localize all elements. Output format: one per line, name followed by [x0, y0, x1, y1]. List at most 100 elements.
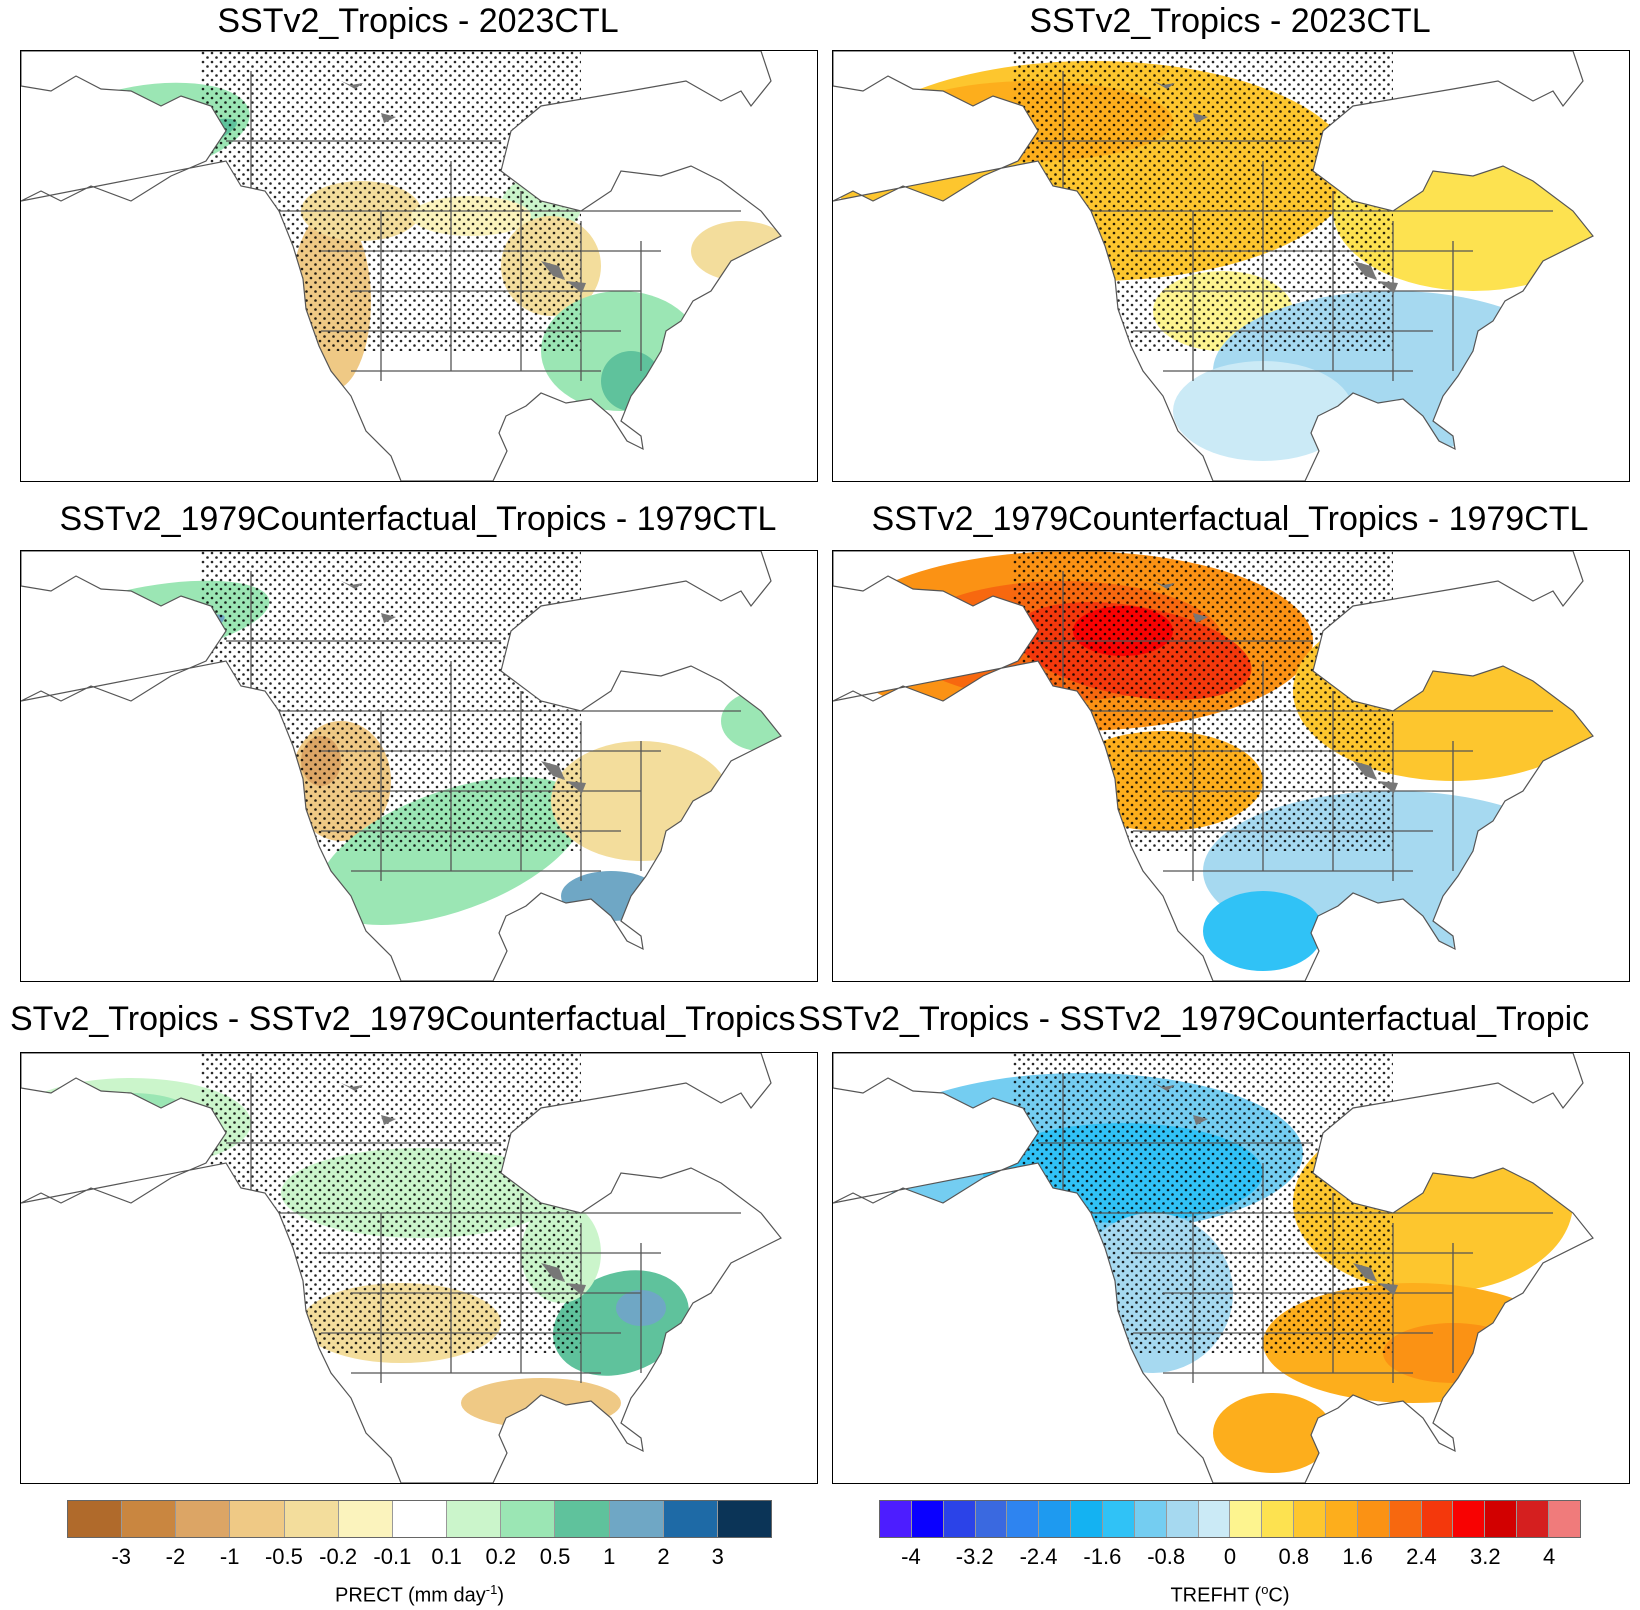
- map-temp-2023-minus-ctl: [832, 50, 1630, 482]
- temp-swatch-14: [1326, 1501, 1358, 1537]
- temp-swatch-7: [1103, 1501, 1135, 1537]
- coastline: [833, 51, 1594, 481]
- temp-swatch-3: [975, 1501, 1008, 1537]
- temp-swatch-2: [943, 1501, 976, 1537]
- temp-label-text: TREFHT (: [1170, 1584, 1262, 1607]
- precip-swatch-12: [717, 1501, 772, 1537]
- temp-tick-label: -1.6: [1083, 1544, 1122, 1569]
- political-boundaries: [226, 1073, 741, 1383]
- precip-colorbar-label: PRECT (mm day-1): [67, 1582, 772, 1608]
- map-svg: [833, 1053, 1594, 1483]
- temp-swatch-18: [1453, 1501, 1486, 1537]
- precip-swatch-11: [663, 1501, 718, 1537]
- political-boundaries: [1038, 71, 1553, 381]
- temp-swatch-9: [1166, 1501, 1199, 1537]
- precip-wet-gulf: [561, 871, 661, 921]
- temp-swatch-1: [911, 1501, 944, 1537]
- temp-swatch-19: [1485, 1501, 1518, 1537]
- coastline: [833, 551, 1594, 981]
- map-precip-1979-minus-ctl: [20, 550, 818, 982]
- precip-wet-interior: [71, 1093, 191, 1133]
- political-boundaries: [1038, 1073, 1553, 1383]
- temp-tick-label: 0.8: [1278, 1544, 1310, 1569]
- significance-stipple: [201, 1053, 581, 1353]
- precip-colorbar-swatches: [67, 1500, 772, 1538]
- panel-title-precip-difference: STv2_Tropics - SSTv2_1979Counterfactual_…: [10, 1000, 796, 1038]
- precip-label-sup: -1: [485, 1582, 498, 1597]
- temp-tick-label: 3.2: [1469, 1544, 1501, 1569]
- temp-swatch-5: [1039, 1501, 1072, 1537]
- significance-stipple: [1013, 551, 1393, 851]
- temp-swatch-20: [1517, 1501, 1550, 1537]
- precip-colorbar-ticks: -3 -2 -1 -0.5 -0.2 -0.1 0.1 0.2 0.5 1 2 3: [67, 1538, 772, 1572]
- temp-cold-mexico: [1203, 891, 1323, 971]
- temp-colorbar-ticks: -4 -3.2 -2.4 -1.6 -0.8 0 0.8 1.6 2.4 3.2 4: [879, 1538, 1581, 1572]
- temp-swatch-4: [1007, 1501, 1040, 1537]
- temp-tick-label: -3.2: [955, 1544, 994, 1569]
- temp-swatch-21: [1549, 1501, 1580, 1537]
- temp-label-sup: o: [1261, 1582, 1269, 1597]
- panel-title-temp-1979: SSTv2_1979Counterfactual_Tropics - 1979C…: [871, 500, 1589, 538]
- temp-tick-label: 1.6: [1342, 1544, 1373, 1569]
- map-temp-difference: [832, 1052, 1630, 1484]
- map-precip-2023-minus-ctl: [20, 50, 818, 482]
- temp-swatch-12: [1262, 1501, 1295, 1537]
- coastline: [833, 1053, 1594, 1483]
- temp-colorbar: -4 -3.2 -2.4 -1.6 -0.8 0 0.8 1.6 2.4 3.2 4: [879, 1500, 1581, 1572]
- temp-swatch-8: [1134, 1501, 1167, 1537]
- coastline: [21, 551, 782, 981]
- precip-tick-label: 2: [657, 1544, 670, 1569]
- precip-tick-label: -0.2: [319, 1544, 358, 1569]
- precip-tick-label: -2: [165, 1544, 186, 1569]
- map-svg: [21, 551, 782, 981]
- precip-swatch-7: [447, 1501, 502, 1537]
- panel-title-precip-1979: SSTv2_1979Counterfactual_Tropics - 1979C…: [59, 500, 777, 538]
- coastline: [21, 51, 782, 481]
- precip-tick-label: 1: [603, 1544, 616, 1569]
- precip-tick-label: 0.5: [539, 1544, 571, 1569]
- temp-colorbar-label: TREFHT (oC): [879, 1582, 1581, 1608]
- temp-swatch-15: [1357, 1501, 1390, 1537]
- precip-tick-label: 0.1: [431, 1544, 462, 1569]
- temp-swatch-10: [1198, 1501, 1231, 1537]
- political-boundaries: [1038, 571, 1553, 881]
- precip-swatch-8: [501, 1501, 556, 1537]
- map-precip-difference: [20, 1052, 818, 1484]
- temp-tick-label: -2.4: [1019, 1544, 1058, 1569]
- panel-title-precip-2023: SSTv2_Tropics - 2023CTL: [217, 2, 619, 40]
- significance-stipple: [201, 51, 581, 351]
- temp-swatch-16: [1389, 1501, 1422, 1537]
- precip-tick-label: -0.5: [264, 1544, 303, 1569]
- temp-swatch-17: [1421, 1501, 1454, 1537]
- map-temp-1979-minus-ctl: [832, 550, 1630, 982]
- temp-tick-label: 4: [1542, 1544, 1556, 1569]
- precip-swatch-3: [230, 1501, 285, 1537]
- temp-swatch-13: [1294, 1501, 1327, 1537]
- temp-tick-label: 2.4: [1406, 1544, 1437, 1569]
- precip-swatch-9: [555, 1501, 610, 1537]
- precip-swatch-10: [609, 1501, 664, 1537]
- precip-swatch-4: [284, 1501, 339, 1537]
- precip-dry-gulf: [461, 1378, 621, 1428]
- political-boundaries: [226, 571, 741, 881]
- panel-title-temp-difference: SSTv2_Tropics - SSTv2_1979Counterfactual…: [798, 1000, 1590, 1038]
- map-svg: [21, 51, 782, 481]
- precip-tick-label: 0.2: [485, 1544, 517, 1569]
- precip-tick-label: -0.1: [373, 1544, 412, 1569]
- temp-swatch-11: [1230, 1501, 1263, 1537]
- temp-label-end: C): [1268, 1584, 1290, 1607]
- precip-swatch-1: [122, 1501, 177, 1537]
- political-boundaries: [226, 71, 741, 381]
- map-svg: [21, 1053, 782, 1483]
- temp-swatch-0: [880, 1501, 912, 1537]
- precip-wet-florida: [601, 351, 661, 411]
- precip-swatch-5: [338, 1501, 393, 1537]
- temp-cool-south: [1173, 361, 1353, 461]
- temp-warm-mexico: [1213, 1393, 1333, 1473]
- precip-label-text: PRECT (mm day: [335, 1584, 486, 1607]
- precip-tick-label: -3: [111, 1544, 131, 1569]
- precip-label-end: ): [497, 1584, 504, 1607]
- map-svg: [833, 551, 1594, 981]
- significance-stipple: [1013, 51, 1393, 351]
- precip-tick-label: 3: [711, 1544, 724, 1569]
